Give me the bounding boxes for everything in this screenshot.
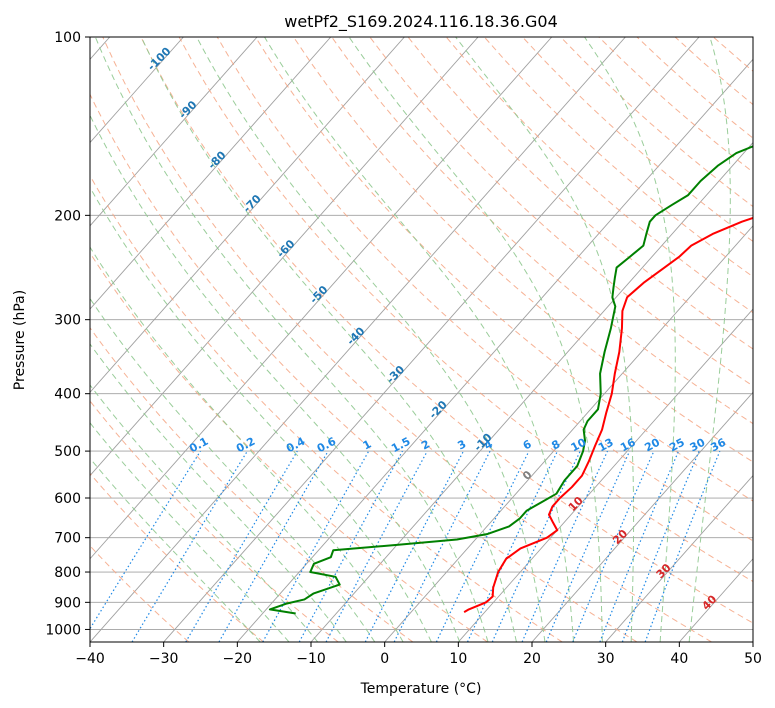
dry-adiabat [90, 252, 488, 642]
moist-adiabats [90, 37, 731, 642]
y-axis-label: Pressure (hPa) [12, 290, 28, 390]
mixing-ratio-line [298, 450, 404, 642]
chart-title: wetPf2_S169.2024.116.18.36.G04 [284, 12, 558, 32]
dewpoint-profile-line [268, 145, 753, 615]
mixing-ratio-label: 10 [569, 436, 589, 455]
mixing-ratio-label: 20 [642, 436, 662, 455]
isotherm-line [90, 37, 184, 144]
x-tick-label: −20 [223, 651, 253, 667]
mixing-ratio-line [131, 450, 248, 642]
isotherm-line [90, 37, 626, 642]
moist-adiabat [688, 37, 731, 642]
x-tick-label: −30 [149, 651, 179, 667]
dry-adiabat [102, 37, 712, 642]
x-axis-label: Temperature (°C) [360, 681, 482, 697]
mixing-ratio-line [599, 450, 680, 642]
moist-adiabat [348, 37, 603, 642]
dry-adiabat [369, 37, 753, 387]
x-tick-label: −40 [75, 651, 105, 667]
moist-adiabat [90, 114, 461, 642]
isotherm-line [90, 37, 479, 477]
dry-adiabat [216, 37, 753, 542]
moist-adiabat [584, 37, 676, 642]
mixing-ratio-line [521, 450, 609, 642]
mixing-ratio-line [393, 450, 491, 642]
y-tick-label: 500 [54, 444, 81, 460]
dry-adiabat [90, 326, 414, 642]
isotherm-grid [90, 37, 753, 642]
dry-adiabat [140, 37, 753, 624]
isotherm-line [90, 37, 332, 310]
mixing-ratio-lines [90, 450, 721, 642]
x-axis: −40 −30 −20 −10 0 10 20 30 40 50 [75, 642, 762, 667]
x-tick-label: 20 [523, 651, 541, 667]
y-tick-label: 700 [54, 531, 81, 547]
moist-adiabat [90, 422, 290, 642]
moist-adiabat [90, 343, 347, 642]
isotherm-line [236, 58, 753, 642]
mixing-ratio-label: 16 [618, 436, 638, 455]
temperature-profile-line [463, 216, 753, 614]
mixing-ratio-label: 36 [708, 436, 728, 455]
moist-adiabat [140, 37, 517, 642]
isotherm-line [531, 391, 753, 642]
isotherm-line [605, 474, 753, 642]
mixing-ratio-label: 13 [596, 436, 616, 455]
moist-adiabat [94, 37, 489, 642]
mixing-ratio-label: 25 [667, 436, 687, 455]
moist-adiabat [90, 457, 261, 642]
moist-adiabat [196, 37, 546, 642]
x-tick-label: −10 [296, 651, 326, 667]
isotherm-line [384, 225, 753, 642]
moist-adiabat [90, 297, 376, 642]
mixing-ratio-line [545, 450, 631, 642]
mixing-ratio-label: 30 [688, 436, 708, 455]
isotherm-line [90, 37, 258, 227]
isotherm-line [90, 37, 405, 393]
moist-adiabat [90, 246, 404, 642]
dry-adiabat [90, 93, 638, 642]
dry-adiabats [90, 37, 753, 642]
isotherm-line [457, 308, 753, 642]
dry-adiabat [293, 37, 753, 463]
plot-frame [89, 36, 754, 643]
mixing-ratio-line [644, 450, 721, 642]
y-tick-label: 900 [54, 595, 81, 611]
dry-adiabat [178, 37, 753, 583]
mixing-ratio-line [262, 450, 370, 642]
y-axis: 100 200 300 400 500 600 700 800 900 1000 [45, 30, 90, 638]
dry-adiabat [90, 174, 563, 642]
y-tick-label: 100 [54, 30, 81, 46]
y-tick-label: 1000 [45, 622, 81, 638]
mixing-ratio-line [325, 450, 428, 642]
profiles [268, 145, 753, 615]
x-tick-label: 30 [597, 651, 615, 667]
mixing-ratio-line [621, 450, 700, 642]
mixing-ratio-line [572, 450, 655, 642]
x-tick-label: 40 [670, 651, 688, 667]
y-tick-label: 300 [54, 313, 81, 329]
y-tick-label: 400 [54, 387, 81, 403]
moist-adiabat [90, 384, 319, 642]
x-tick-label: 0 [380, 651, 389, 667]
dry-adiabat [407, 37, 753, 350]
moist-adiabat [455, 37, 635, 642]
dry-adiabat [90, 400, 339, 642]
dry-adiabat [254, 37, 753, 502]
pressure-grid [90, 37, 753, 630]
x-tick-label: 10 [449, 651, 467, 667]
y-tick-label: 800 [54, 565, 81, 581]
dry-adiabat [90, 472, 264, 642]
dry-adiabat [331, 37, 753, 425]
isotherm-line [163, 37, 700, 642]
x-tick-label: 50 [744, 651, 762, 667]
isotherm-line [90, 37, 553, 560]
dry-adiabat [90, 545, 190, 642]
y-tick-label: 200 [54, 208, 81, 224]
moist-adiabat [264, 37, 575, 642]
y-tick-label: 600 [54, 491, 81, 507]
